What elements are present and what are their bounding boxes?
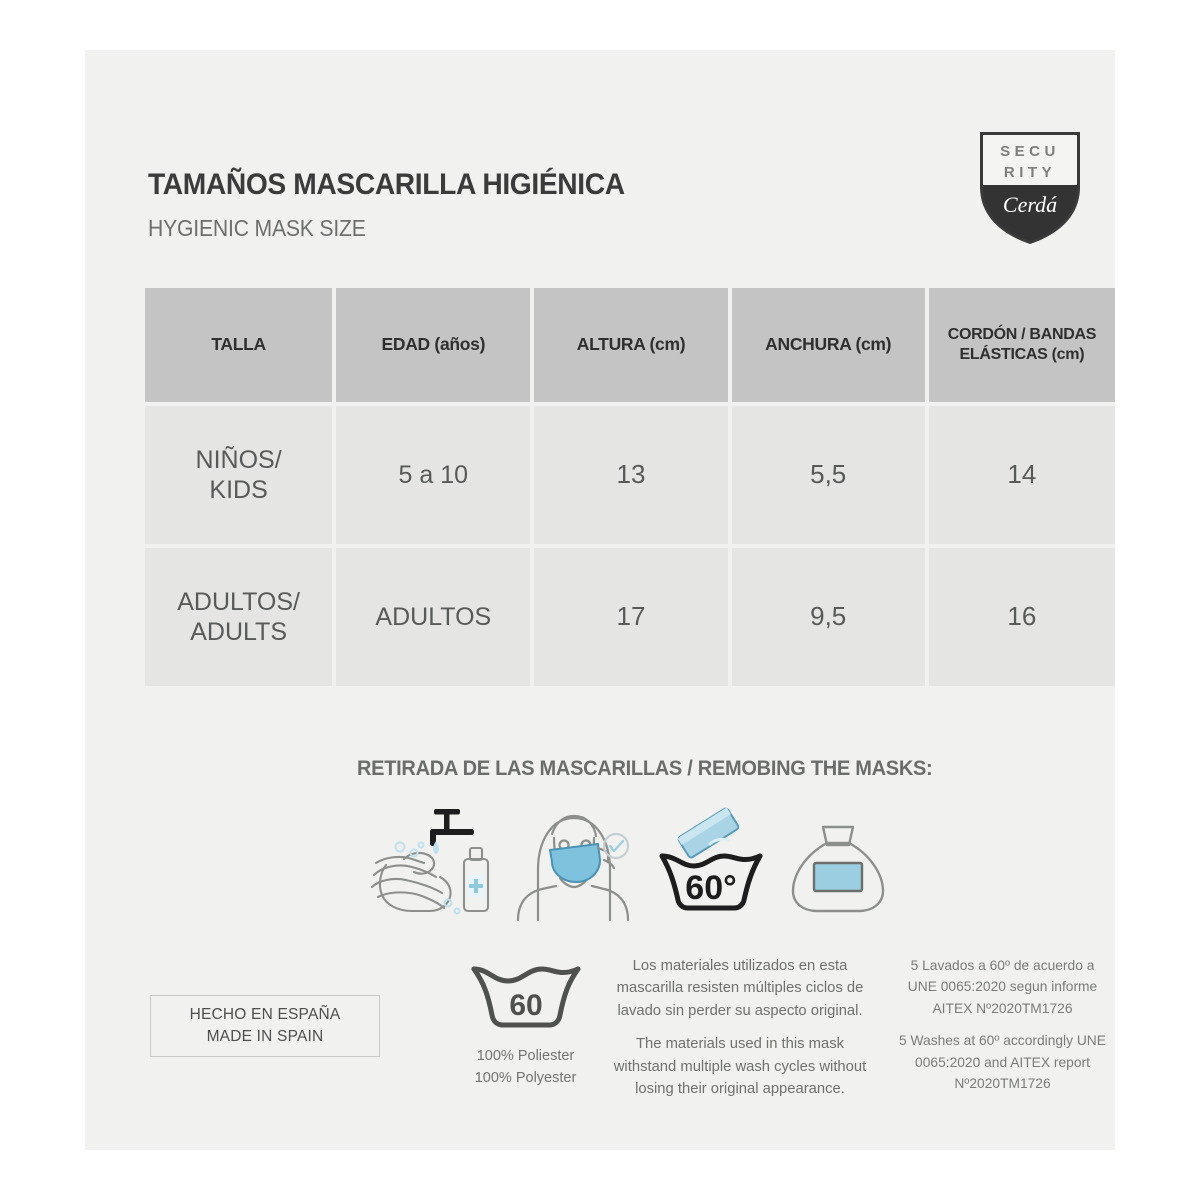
brand-logo: SECU RITY Cerdá	[975, 125, 1085, 245]
wash-temperature-label: 60°	[686, 869, 737, 907]
materials-description-es: Los materiales utilizados en esta mascar…	[616, 958, 864, 1019]
table-row: NIÑOS/KIDS 5 a 10 13 5,5 14	[145, 406, 1115, 544]
water-drop	[432, 841, 439, 854]
sanitizer-bottle-icon	[462, 846, 489, 913]
cell-edad-kids: 5 a 10	[336, 406, 531, 544]
removal-heading: RETIRADA DE LAS MASCARILLAS / REMOBING T…	[357, 756, 933, 780]
cell-cordon-adults: 16	[928, 548, 1115, 686]
cell-altura-kids: 13	[534, 406, 728, 544]
bag-label	[812, 861, 863, 893]
table-row: ADULTOS/ADULTS ADULTOS 17 9,5 16	[145, 548, 1115, 686]
check-circle-icon	[602, 832, 629, 859]
wash-care-block: 60 100% Poliester 100% Polyester	[433, 955, 618, 1090]
fabric-composition-es: 100% Poliester	[476, 1048, 575, 1064]
content-panel: TAMAÑOS MASCARILLA HIGIÉNICA HYGIENIC MA…	[85, 50, 1115, 1150]
remove-mask-person-icon	[501, 798, 645, 923]
table-header-altura: ALTURA (cm)	[534, 288, 728, 402]
table-header-edad: EDAD (años)	[336, 288, 531, 402]
materials-description-en: The materials used in this mask withstan…	[613, 1036, 867, 1098]
logo-brand-name: Cerdá	[1003, 192, 1057, 217]
cell-cordon-kids: 14	[928, 406, 1115, 544]
size-table: TALLA EDAD (años) ALTURA (cm) ANCHURA (c…	[145, 288, 1115, 686]
cell-talla-kids: NIÑOS/KIDS	[145, 406, 333, 544]
cell-edad-adults: ADULTOS	[336, 548, 531, 686]
cell-talla-adults: ADULTOS/ADULTS	[145, 548, 333, 686]
table-header-cordon: CORDÓN / BANDAS ELÁSTICAS (cm)	[928, 288, 1115, 402]
bag-body	[791, 841, 884, 913]
cell-altura-adults: 17	[534, 548, 728, 686]
laundry-bag-icon	[778, 798, 897, 923]
blue-face-mask	[548, 842, 601, 883]
fabric-composition: 100% Poliester 100% Polyester	[433, 1046, 618, 1090]
shield-top-panel	[983, 135, 1077, 185]
security-shield-icon: SECU RITY Cerdá	[980, 132, 1080, 244]
bag-neck	[821, 825, 854, 847]
cell-anchura-kids: 5,5	[731, 406, 925, 544]
page-title: TAMAÑOS MASCARILLA HIGIÉNICA	[148, 168, 625, 201]
wash-tub-outline	[659, 853, 763, 911]
logo-security-line1: SECU	[1000, 143, 1060, 160]
wash-tub-water-line	[659, 853, 763, 869]
made-in-spain-es: HECHO EN ESPAÑA	[189, 1005, 341, 1023]
cell-anchura-adults: 9,5	[731, 548, 925, 686]
made-in-spain-badge: HECHO EN ESPAÑA MADE IN SPAIN	[150, 995, 380, 1057]
page-subtitle: HYGIENIC MASK SIZE	[148, 215, 366, 241]
wash-60-degrees-icon: 60°	[644, 798, 778, 923]
table-header-row: TALLA EDAD (años) ALTURA (cm) ANCHURA (c…	[145, 288, 1115, 402]
certification-note-en: 5 Washes at 60º accordingly UNE 0065:202…	[899, 1033, 1106, 1091]
hand-washing-icon	[357, 798, 501, 923]
made-in-spain-en: MADE IN SPAIN	[206, 1028, 324, 1045]
certification-note-es: 5 Lavados a 60º de acuerdo a UNE 0065:20…	[907, 958, 1098, 1016]
wash-basin-temperature: 60	[509, 989, 542, 1022]
certification-note: 5 Lavados a 60º de acuerdo a UNE 0065:20…	[895, 955, 1110, 1094]
table-header-anchura: ANCHURA (cm)	[731, 288, 925, 402]
logo-security-line2: RITY	[1004, 164, 1056, 181]
table-header-talla: TALLA	[145, 288, 333, 402]
fabric-composition-en: 100% Polyester	[474, 1069, 577, 1086]
materials-description: Los materiales utilizados en esta mascar…	[605, 955, 875, 1101]
removal-icon-row: 60°	[357, 795, 897, 925]
wash-basin-60-icon: 60	[471, 966, 580, 1028]
